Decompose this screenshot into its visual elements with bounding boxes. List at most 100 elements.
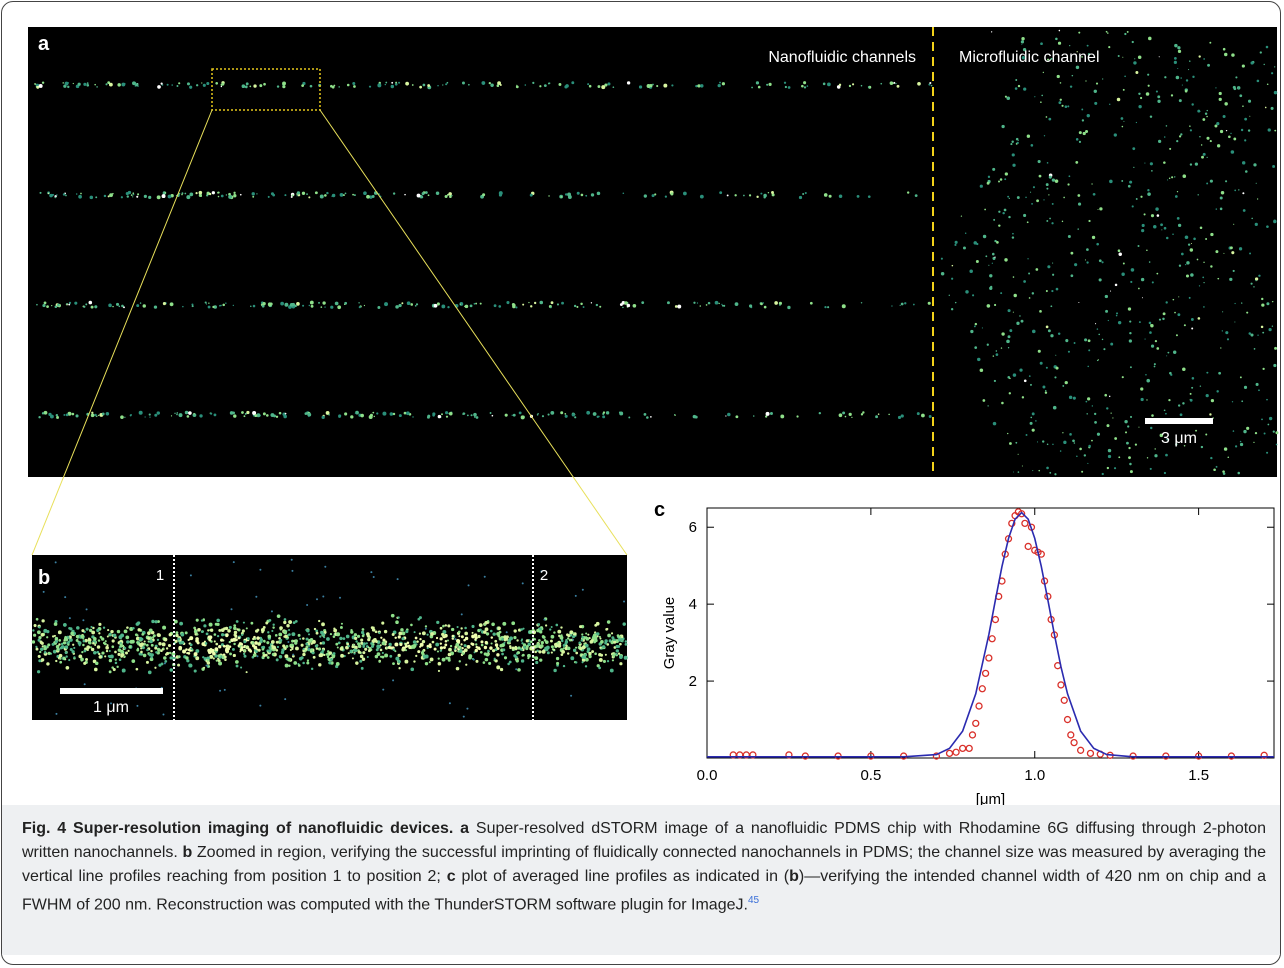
speckle [152, 634, 156, 638]
speckle [359, 654, 364, 659]
speckle [427, 194, 430, 197]
speckle [1189, 129, 1193, 132]
speckle [213, 640, 216, 643]
speckle [1117, 249, 1121, 252]
speckle [103, 194, 107, 198]
speckle [59, 646, 63, 650]
speckle [575, 651, 579, 655]
speckle [446, 81, 449, 84]
speckle [426, 415, 430, 419]
speckle [507, 662, 510, 666]
speckle [206, 659, 210, 662]
speckle [394, 642, 399, 647]
speckle [126, 640, 130, 644]
speckle [1031, 428, 1035, 432]
speckle [141, 645, 145, 650]
speckle [83, 683, 86, 686]
speckle [498, 630, 502, 634]
speckle [1174, 311, 1176, 314]
speckle [1250, 282, 1253, 285]
speckle [1256, 79, 1260, 83]
speckle [396, 578, 399, 581]
speckle [1127, 425, 1130, 428]
speckle [1273, 90, 1278, 95]
speckle [1216, 122, 1220, 126]
speckle [200, 619, 204, 622]
speckle [451, 634, 455, 638]
speckle [1064, 105, 1068, 109]
speckle [72, 82, 74, 85]
speckle [301, 84, 305, 87]
speckle [360, 630, 365, 635]
speckle [1239, 376, 1242, 379]
speckle [550, 651, 553, 654]
speckle [80, 659, 83, 662]
speckle [520, 415, 525, 420]
speckle [1129, 415, 1133, 418]
caption-text: Zoomed in region, verifying the successf… [22, 844, 1267, 885]
speckle [877, 413, 880, 415]
speckle [539, 658, 543, 662]
speckle [330, 305, 334, 309]
speckle [304, 650, 307, 653]
speckle [1126, 441, 1129, 445]
speckle [404, 649, 408, 652]
speckle [376, 644, 381, 649]
speckle [1058, 101, 1062, 105]
speckle [350, 415, 354, 419]
speckle [1028, 375, 1031, 378]
speckle [439, 649, 443, 652]
speckle [109, 193, 113, 198]
speckle [340, 653, 344, 658]
speckle [123, 306, 125, 309]
speckle [1165, 236, 1169, 240]
speckle [599, 637, 602, 640]
speckle [482, 193, 486, 197]
speckle [1045, 366, 1048, 369]
speckle [1107, 319, 1109, 322]
speckle [1084, 259, 1086, 261]
speckle [359, 659, 363, 663]
speckle [1009, 377, 1011, 380]
speckle [1056, 74, 1060, 79]
speckle [1043, 199, 1045, 201]
speckle [98, 632, 101, 635]
speckle [517, 646, 521, 650]
speckle [1113, 133, 1117, 137]
speckle [621, 640, 624, 643]
speckle [573, 304, 577, 308]
speckle [558, 83, 562, 86]
speckle [108, 632, 112, 636]
speckle [1137, 55, 1142, 60]
speckle [157, 648, 161, 652]
speckle [998, 180, 1000, 183]
speckle [545, 640, 549, 644]
speckle [291, 569, 294, 572]
speckle [760, 192, 763, 195]
speckle [459, 303, 462, 305]
speckle [31, 640, 36, 644]
speckle [261, 304, 265, 308]
speckle [262, 412, 266, 416]
speckle [699, 194, 704, 199]
speckle [120, 415, 124, 419]
speckle [415, 303, 419, 306]
speckle [1251, 217, 1253, 220]
speckle [973, 325, 976, 328]
speckle [601, 85, 606, 90]
speckle [333, 628, 338, 633]
speckle [550, 634, 555, 639]
data-point [978, 685, 986, 693]
speckle [38, 659, 42, 663]
speckle [1120, 117, 1124, 120]
speckle [727, 412, 731, 417]
speckle [63, 414, 66, 416]
speckle [617, 638, 622, 642]
speckle [308, 647, 311, 650]
speckle [75, 193, 78, 195]
speckle [1042, 385, 1046, 389]
speckle [300, 643, 304, 647]
speckle [318, 663, 322, 667]
speckle [36, 303, 38, 306]
speckle [1163, 136, 1166, 138]
